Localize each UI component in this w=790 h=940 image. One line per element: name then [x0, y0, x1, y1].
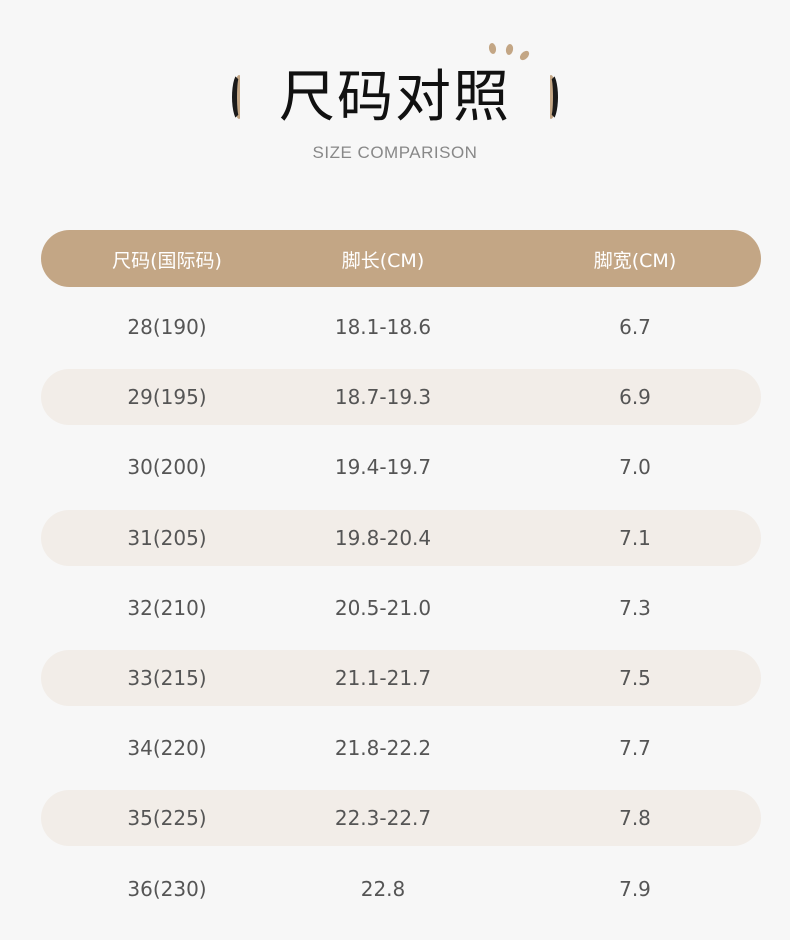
cell-foot-length: 20.5-21.0 [334, 595, 432, 620]
table-row: 32(210) 20.5-21.0 7.3 [41, 580, 761, 636]
cell-foot-width: 7.8 [619, 806, 651, 831]
cell-foot-width: 6.7 [619, 315, 651, 339]
cell-foot-length: 19.4-19.7 [334, 455, 432, 480]
header-foot-width: 脚宽(CM) [593, 250, 677, 272]
cell-foot-width: 7.0 [619, 455, 651, 480]
cell-foot-width: 7.9 [619, 876, 651, 901]
cell-foot-width: 6.9 [619, 385, 651, 410]
table-row: 28(190) 18.1-18.6 6.7 [41, 299, 761, 355]
table-row: 33(215) 21.1-21.7 7.5 [41, 650, 761, 706]
cell-foot-length: 22.8 [360, 876, 406, 901]
page-title: 尺码对照 [279, 65, 511, 130]
accent-dot-decoration [505, 43, 514, 56]
cell-foot-width: 7.3 [619, 595, 651, 620]
cell-foot-length: 22.3-22.7 [334, 806, 432, 831]
header-size: 尺码(国际码) [112, 250, 222, 272]
table-row: 29(195) 18.7-19.3 6.9 [41, 369, 761, 426]
table-header: 尺码(国际码) 脚长(CM) 脚宽(CM) [41, 230, 761, 287]
table-row: 36(230) 22.8 7.9 [41, 861, 761, 917]
accent-dot-decoration [518, 49, 531, 62]
cell-foot-length: 18.1-18.6 [334, 315, 432, 339]
cell-size: 30(200) [127, 455, 207, 480]
cell-size: 29(195) [127, 385, 207, 410]
cell-size: 36(230) [127, 876, 207, 901]
cell-foot-width: 7.5 [619, 666, 651, 690]
cell-foot-length: 21.8-22.2 [334, 736, 432, 761]
left-bracket-outline [232, 73, 246, 121]
right-bracket-outline [544, 73, 558, 121]
cell-size: 32(210) [127, 595, 207, 620]
cell-foot-width: 7.1 [619, 525, 651, 550]
accent-dot-decoration [488, 42, 497, 55]
cell-size: 35(225) [127, 806, 207, 831]
cell-foot-length: 19.8-20.4 [334, 525, 432, 550]
title-block: 尺码对照 [0, 42, 790, 135]
cell-foot-length: 21.1-21.7 [334, 666, 432, 690]
cell-size: 34(220) [127, 736, 207, 761]
cell-foot-width: 7.7 [619, 736, 651, 761]
table-row: 30(200) 19.4-19.7 7.0 [41, 439, 761, 495]
cell-foot-length: 18.7-19.3 [334, 385, 432, 410]
cell-size: 33(215) [127, 666, 207, 690]
page-subtitle: SIZE COMPARISON [312, 143, 478, 162]
cell-size: 28(190) [127, 315, 207, 339]
cell-size: 31(205) [127, 525, 207, 550]
header-foot-length: 脚长(CM) [341, 250, 425, 272]
table-row: 35(225) 22.3-22.7 7.8 [41, 790, 761, 847]
table-row: 34(220) 21.8-22.2 7.7 [41, 720, 761, 776]
table-row: 31(205) 19.8-20.4 7.1 [41, 509, 761, 566]
